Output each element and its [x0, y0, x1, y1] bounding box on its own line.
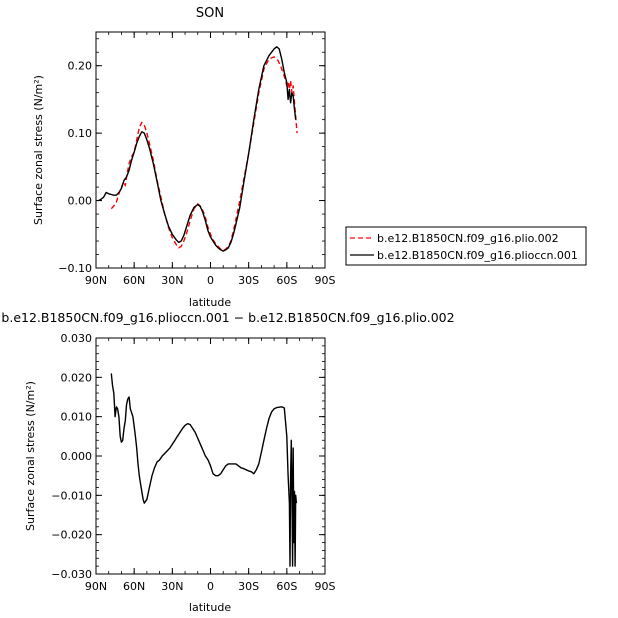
bottom-x-tick-label: 30S	[238, 580, 259, 593]
bottom-chart-frame	[95, 337, 326, 575]
top-chart-ylabel: Surface zonal stress (N/m²)	[32, 75, 45, 225]
top-panel: SON 90N 60N 30N 0 30S 60S 90S −0.10 0.00 0.10 0.20…	[32, 6, 336, 309]
bottom-chart-plot	[110, 373, 298, 567]
bottom-chart-ticks: 90N 60N 30N 0 30S 60S 90S −0.030 −0.020 −0.010 0.0…	[51, 332, 335, 593]
bottom-chart-title: b.e12.B1850CN.f09_g16.plioccn.001 − b.e1…	[1, 310, 454, 325]
top-x-tick-label: 90S	[315, 274, 336, 287]
bottom-y-tick-label: 0.000	[61, 450, 93, 463]
top-chart-frame	[95, 31, 326, 269]
top-chart-plot	[98, 46, 298, 252]
bottom-x-tick-label: 30N	[161, 580, 183, 593]
top-x-tick-label: 60S	[276, 274, 297, 287]
top-x-tick-label: 90N	[85, 274, 107, 287]
bottom-panel: b.e12.B1850CN.f09_g16.plioccn.001 − b.e1…	[1, 310, 454, 614]
top-x-tick-label: 30N	[161, 274, 183, 287]
top-x-tick-label: 30S	[238, 274, 259, 287]
top-series-line-0	[110, 56, 298, 252]
top-x-tick-label: 0	[207, 274, 214, 287]
legend-frame	[345, 226, 587, 266]
bottom-x-tick-label: 0	[207, 580, 214, 593]
top-y-tick-label: 0.20	[68, 60, 93, 73]
bottom-x-tick-label: 60N	[123, 580, 145, 593]
top-y-tick-label: −0.10	[58, 262, 92, 275]
bottom-y-tick-label: −0.020	[51, 529, 92, 542]
bottom-x-tick-label: 60S	[276, 580, 297, 593]
bottom-y-tick-label: −0.010	[51, 489, 92, 502]
bottom-series-line-0	[110, 373, 298, 567]
top-series-line-1	[98, 46, 297, 252]
legend-label-plioccn: b.e12.B1850CN.f09_g16.plioccn.001	[377, 249, 578, 262]
top-y-tick-label: 0.00	[68, 195, 93, 208]
top-x-tick-label: 60N	[123, 274, 145, 287]
bottom-y-tick-label: 0.010	[61, 411, 93, 424]
bottom-chart-xlabel: latitude	[189, 601, 231, 614]
bottom-y-tick-label: −0.030	[51, 568, 92, 581]
bottom-chart-ylabel: Surface zonal stress (N/m²)	[24, 381, 37, 531]
bottom-x-tick-label: 90S	[315, 580, 336, 593]
top-chart-title: SON	[196, 6, 224, 21]
top-chart-ticks: 90N 60N 30N 0 30S 60S 90S −0.10 0.00 0.10 0.20	[58, 32, 336, 287]
top-chart-legend: b.e12.B1850CN.f09_g16.plio.002 b.e12.B18…	[345, 226, 587, 266]
legend-label-plio: b.e12.B1850CN.f09_g16.plio.002	[377, 232, 559, 245]
top-y-tick-label: 0.10	[68, 127, 93, 140]
bottom-y-tick-label: 0.020	[61, 371, 93, 384]
bottom-x-tick-label: 90N	[85, 580, 107, 593]
top-chart-xlabel: latitude	[189, 296, 231, 309]
bottom-y-tick-label: 0.030	[61, 332, 93, 345]
